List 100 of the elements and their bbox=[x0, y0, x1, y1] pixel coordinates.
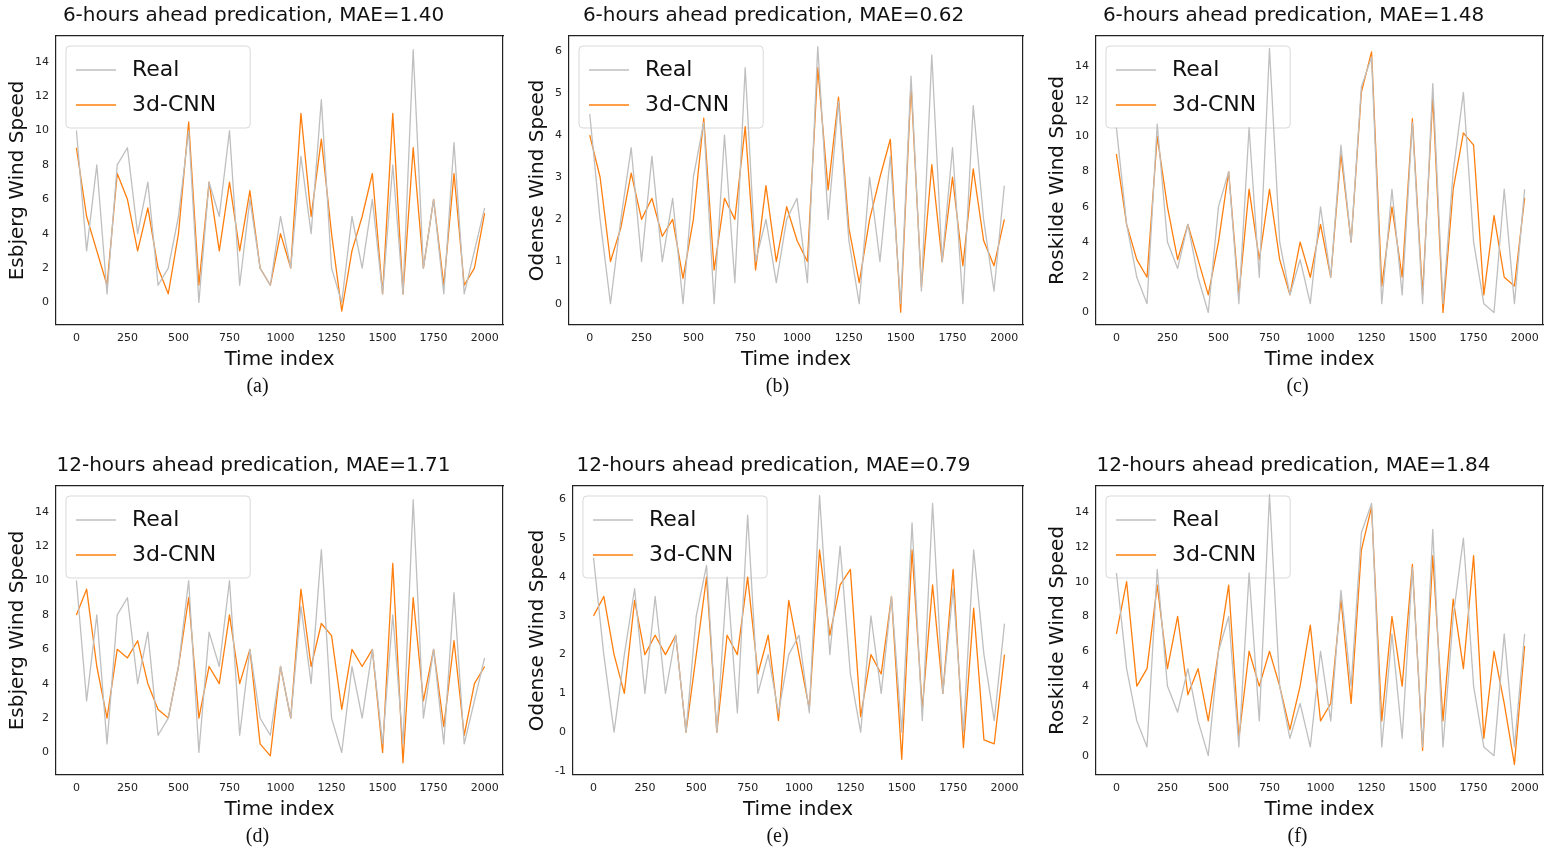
legend-label: Real bbox=[132, 505, 180, 531]
y-tick-label: 0 bbox=[1082, 305, 1089, 319]
y-tick-label: 14 bbox=[1075, 504, 1089, 518]
x-tick-label: 1000 bbox=[1306, 781, 1335, 795]
chart-title: 12-hours ahead predication, MAE=1.84 bbox=[1096, 452, 1491, 477]
y-tick-label: 14 bbox=[1075, 58, 1089, 72]
y-tick-label: 4 bbox=[1082, 678, 1089, 692]
y-axis-title: Esbjerg Wind Speed bbox=[4, 530, 29, 731]
legend-label: 3d-CNN bbox=[132, 540, 217, 566]
y-tick-label: 12 bbox=[1075, 94, 1089, 108]
text: (a) bbox=[245, 374, 270, 397]
x-tick-label: 1750 bbox=[1459, 781, 1488, 795]
y-tick-label: 3 bbox=[555, 170, 562, 184]
x-tick-label: 1500 bbox=[886, 331, 915, 345]
legend-label: 3d-CNN bbox=[132, 90, 217, 116]
y-axis-title: Roskilde Wind Speed bbox=[1044, 525, 1069, 735]
chart-title: 6-hours ahead predication, MAE=1.40 bbox=[62, 2, 445, 27]
x-tick-label: 1000 bbox=[266, 781, 295, 795]
y-tick-label: 1 bbox=[558, 686, 566, 700]
chart-title: 6-hours ahead predication, MAE=0.62 bbox=[582, 2, 965, 27]
y-tick-label: -1 bbox=[555, 763, 566, 777]
x-tick-label: 0 bbox=[1112, 781, 1120, 795]
y-tick-label: 2 bbox=[42, 710, 49, 724]
y-tick-label: 6 bbox=[1082, 199, 1089, 213]
y-tick-label: 14 bbox=[35, 504, 49, 518]
x-tick-label: 750 bbox=[737, 781, 759, 795]
x-tick-label: 1250 bbox=[317, 781, 346, 795]
x-tick-label: 750 bbox=[1258, 781, 1280, 795]
legend-label: 3d-CNN bbox=[648, 540, 734, 566]
legend-label: 3d-CNN bbox=[645, 90, 730, 116]
y-tick-label: 10 bbox=[1075, 129, 1089, 143]
text: (e) bbox=[765, 824, 790, 847]
x-tick-label: 250 bbox=[116, 331, 138, 345]
y-tick-label: 5 bbox=[558, 531, 566, 545]
x-axis-title: Time index bbox=[1263, 796, 1375, 821]
x-tick-label: 500 bbox=[167, 331, 189, 345]
y-tick-label: 6 bbox=[42, 192, 49, 206]
legend-label: 3d-CNN bbox=[1172, 90, 1257, 116]
x-tick-label: 0 bbox=[1112, 331, 1120, 345]
x-tick-label: 1250 bbox=[834, 331, 863, 345]
x-tick-label: 500 bbox=[1207, 331, 1229, 345]
y-tick-label: 4 bbox=[558, 569, 566, 583]
y-tick-label: 5 bbox=[555, 85, 562, 99]
legend-label: Real bbox=[1172, 55, 1220, 81]
x-tick-label: 750 bbox=[218, 781, 240, 795]
x-tick-label: 750 bbox=[218, 331, 240, 345]
y-tick-label: 6 bbox=[42, 642, 49, 656]
x-tick-label: 500 bbox=[1207, 781, 1229, 795]
x-tick-label: 2000 bbox=[1510, 781, 1539, 795]
x-tick-label: 0 bbox=[72, 331, 80, 345]
y-tick-label: 0 bbox=[558, 725, 566, 739]
x-tick-label: 500 bbox=[167, 781, 189, 795]
y-tick-label: 8 bbox=[42, 157, 49, 171]
x-tick-label: 1250 bbox=[317, 331, 346, 345]
x-tick-label: 2000 bbox=[470, 781, 499, 795]
x-axis-title: Time index bbox=[739, 346, 852, 371]
y-tick-label: 10 bbox=[1075, 574, 1089, 588]
text: (d) bbox=[244, 824, 271, 847]
chart-title: 12-hours ahead predication, MAE=0.79 bbox=[576, 452, 971, 477]
x-tick-label: 1000 bbox=[783, 331, 812, 345]
y-tick-label: 10 bbox=[35, 573, 49, 587]
x-tick-label: 0 bbox=[72, 781, 80, 795]
legend-label: Real bbox=[132, 55, 180, 81]
x-tick-label: 250 bbox=[1156, 331, 1178, 345]
y-tick-label: 8 bbox=[1082, 609, 1089, 623]
x-tick-label: 1500 bbox=[1408, 331, 1437, 345]
x-tick-label: 1750 bbox=[939, 781, 968, 795]
legend-label: Real bbox=[1172, 505, 1220, 531]
y-tick-label: 6 bbox=[558, 492, 566, 506]
x-tick-label: 1750 bbox=[419, 781, 448, 795]
y-tick-label: 10 bbox=[35, 123, 49, 137]
y-axis-title: Odense Wind Speed bbox=[524, 529, 549, 732]
x-axis-title: Time index bbox=[741, 796, 854, 821]
y-tick-label: 4 bbox=[1082, 234, 1089, 248]
x-tick-label: 2000 bbox=[990, 331, 1019, 345]
y-axis-title: Esbjerg Wind Speed bbox=[4, 80, 29, 281]
x-tick-label: 1500 bbox=[368, 331, 397, 345]
x-tick-label: 0 bbox=[590, 781, 598, 795]
x-tick-label: 750 bbox=[1258, 331, 1280, 345]
x-tick-label: 250 bbox=[634, 781, 656, 795]
legend-label: 3d-CNN bbox=[1172, 540, 1257, 566]
x-tick-label: 1000 bbox=[266, 331, 295, 345]
x-tick-label: 250 bbox=[1156, 781, 1178, 795]
x-axis-title: Time index bbox=[1263, 346, 1375, 371]
y-tick-label: 0 bbox=[42, 295, 49, 309]
chart-title: 12-hours ahead predication, MAE=1.71 bbox=[56, 452, 451, 477]
y-tick-label: 8 bbox=[42, 607, 49, 621]
y-tick-label: 12 bbox=[1075, 539, 1089, 553]
y-tick-label: 6 bbox=[1082, 644, 1089, 658]
x-axis-title: Time index bbox=[223, 796, 335, 821]
text: (b) bbox=[764, 374, 791, 397]
y-tick-label: 0 bbox=[555, 296, 562, 310]
x-tick-label: 1500 bbox=[1408, 781, 1437, 795]
x-tick-label: 1750 bbox=[1459, 331, 1488, 345]
x-tick-label: 0 bbox=[586, 331, 594, 345]
y-axis-title: Odense Wind Speed bbox=[524, 79, 549, 282]
x-tick-label: 1500 bbox=[368, 781, 397, 795]
y-tick-label: 3 bbox=[558, 608, 566, 622]
y-tick-label: 4 bbox=[42, 676, 49, 690]
x-tick-label: 2000 bbox=[470, 331, 499, 345]
